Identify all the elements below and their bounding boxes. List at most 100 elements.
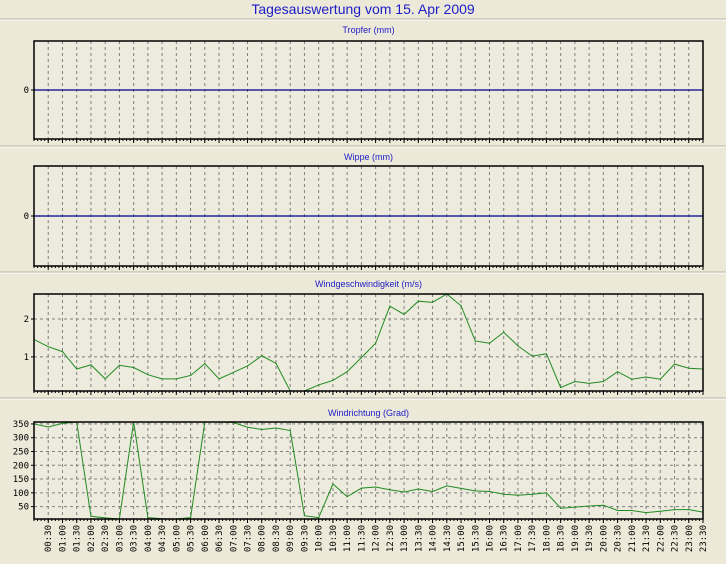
- x-tick-label: 13:30: [414, 525, 424, 552]
- y-tick-label: 50: [18, 503, 29, 513]
- data-point: [332, 483, 334, 485]
- x-tick-label: 12:00: [372, 525, 382, 552]
- y-tick-label: 150: [13, 475, 29, 485]
- x-tick-label: 00:30: [44, 525, 54, 552]
- data-point: [673, 363, 676, 365]
- y-tick-label: 200: [13, 461, 29, 471]
- data-point: [47, 346, 49, 348]
- x-tick-label: 07:30: [244, 525, 254, 552]
- data-point: [460, 487, 462, 490]
- data-point: [246, 365, 249, 367]
- series-line: [33, 293, 704, 392]
- data-point: [616, 509, 619, 512]
- x-tick-label: 14:00: [429, 525, 439, 552]
- data-point: [602, 504, 604, 506]
- x-tick-label: 16:00: [485, 525, 495, 552]
- x-tick-label: 01:30: [73, 525, 83, 552]
- data-point: [375, 342, 377, 344]
- x-tick-label: 20:00: [599, 525, 609, 552]
- y-tick-label: 1: [24, 353, 29, 363]
- chart-2: Wippe (mm) 0: [24, 152, 704, 270]
- x-tick-label: 17:00: [514, 525, 524, 552]
- data-point: [360, 357, 362, 359]
- data-point: [90, 364, 92, 366]
- x-tick-label: 03:00: [115, 525, 125, 552]
- data-point: [318, 517, 320, 519]
- data-point: [631, 509, 633, 512]
- x-tick-label: 01:00: [58, 525, 68, 552]
- data-point: [460, 305, 462, 307]
- data-point: [602, 380, 604, 383]
- x-tick-label: 10:00: [315, 525, 325, 552]
- x-tick-label: 15:00: [457, 525, 467, 552]
- data-point: [389, 305, 391, 307]
- x-tick-label: 12:30: [386, 525, 396, 552]
- data-point: [403, 491, 405, 493]
- data-point: [574, 506, 576, 508]
- x-tick-label: 06:00: [201, 525, 211, 552]
- data-point: [417, 488, 419, 490]
- data-point: [531, 355, 533, 357]
- data-point: [431, 301, 434, 303]
- data-point: [261, 428, 263, 431]
- data-point: [332, 379, 334, 381]
- x-tick-label: 10:30: [329, 525, 339, 552]
- plot-area: [34, 294, 703, 391]
- data-point: [76, 368, 78, 370]
- x-tick-label: 13:00: [400, 525, 410, 552]
- x-tick-label: 23:30: [699, 525, 709, 552]
- data-point: [645, 512, 647, 514]
- data-point: [560, 386, 562, 389]
- data-point: [446, 485, 448, 487]
- x-tick-label: 02:00: [87, 525, 97, 552]
- series-line: [33, 421, 704, 520]
- data-point: [574, 380, 576, 383]
- data-point: [645, 376, 647, 378]
- x-tick-label: 21:30: [642, 525, 652, 552]
- data-point: [346, 371, 348, 373]
- x-tick-label: 19:00: [571, 525, 581, 552]
- x-tick-label: 05:30: [187, 525, 197, 552]
- x-tick-label: 20:30: [614, 525, 624, 552]
- x-tick-label: 05:00: [172, 525, 182, 552]
- x-tick-label: 04:00: [144, 525, 154, 552]
- chart-3: Windgeschwindigkeit (m/s) 1 2: [24, 279, 704, 395]
- chart-title: Wippe (mm): [344, 152, 393, 162]
- data-point: [588, 505, 590, 507]
- data-point: [147, 374, 149, 376]
- data-point: [147, 517, 149, 519]
- data-point: [517, 494, 519, 496]
- data-point: [289, 429, 291, 432]
- x-tick-label: 11:30: [357, 525, 367, 552]
- data-point: [303, 515, 306, 517]
- data-point: [474, 490, 476, 492]
- x-tick-label: 23:00: [685, 525, 695, 552]
- data-point: [545, 353, 548, 355]
- chart-4: Windrichtung (Grad) 50 100 150 200 250 300 350 0…: [13, 408, 709, 552]
- x-tick-label: 04:30: [158, 525, 168, 552]
- x-tick-label: 14:30: [443, 525, 453, 552]
- y-tick-label: 2: [24, 315, 29, 325]
- x-tick-label: 03:30: [130, 525, 140, 552]
- plot-frame: [33, 293, 704, 392]
- data-point: [673, 509, 676, 511]
- data-point: [175, 378, 177, 380]
- data-point: [403, 313, 405, 316]
- y-tick-label: 350: [13, 420, 29, 430]
- x-tick-label: 08:00: [258, 525, 268, 552]
- x-tick-label: 11:00: [343, 525, 353, 552]
- data-point: [104, 378, 106, 380]
- data-point: [133, 366, 135, 369]
- data-point: [531, 493, 533, 495]
- data-point: [688, 367, 690, 369]
- data-point: [90, 515, 92, 517]
- chart-1: Tropfer (mm) 0: [24, 25, 704, 143]
- chart-title: Windgeschwindigkeit (m/s): [315, 279, 422, 289]
- x-tick-label: 19:30: [585, 525, 595, 552]
- data-point: [431, 490, 434, 493]
- data-point: [104, 517, 106, 519]
- data-point: [47, 426, 49, 428]
- x-tick-label: 07:00: [229, 525, 239, 552]
- x-tick-label: 02:30: [101, 525, 111, 552]
